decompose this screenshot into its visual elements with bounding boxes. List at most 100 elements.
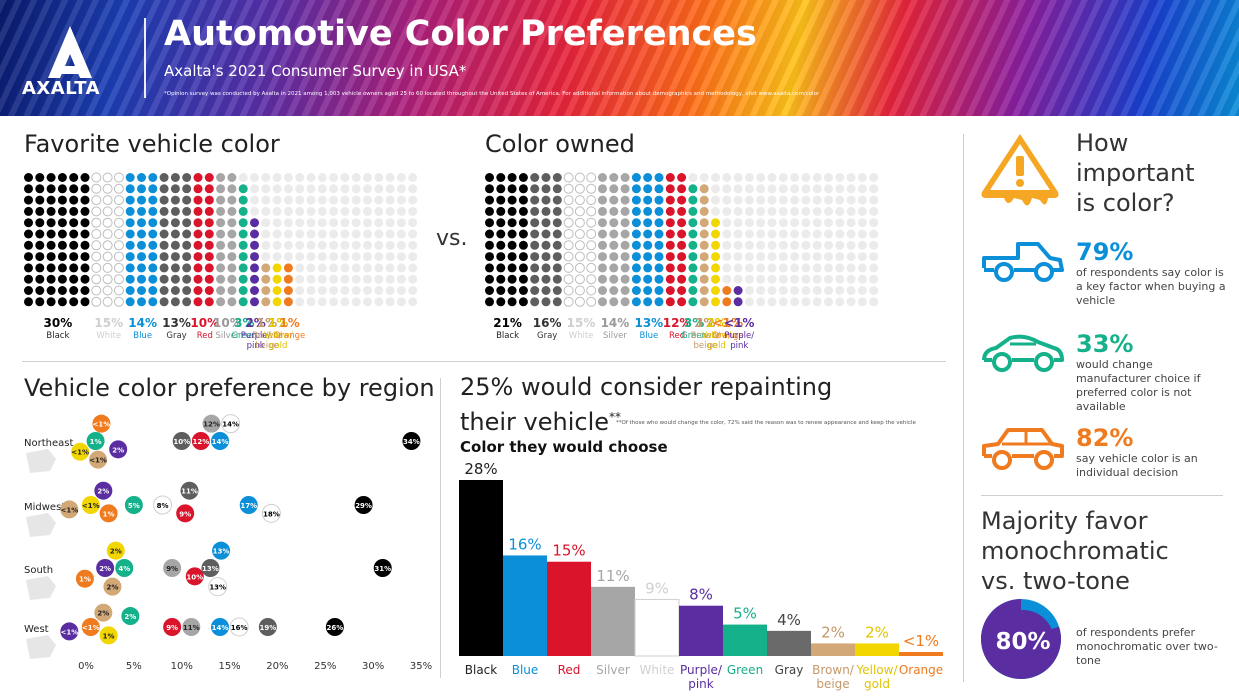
- favorite-dot: [216, 297, 226, 307]
- region-marker: [153, 495, 173, 515]
- owned-dot: [744, 297, 754, 307]
- favorite-dot: [306, 286, 316, 295]
- owned-dot: [778, 240, 788, 250]
- favorite-dot: [261, 218, 271, 228]
- favorite-dot: [137, 195, 146, 205]
- owned-dot: [699, 274, 709, 284]
- favorite-dot: [396, 218, 406, 228]
- favorite-dot: [261, 184, 271, 194]
- favorite-dot: [102, 285, 113, 296]
- repaint-bar-category: Yellow/: [856, 663, 899, 677]
- owned-dot: [620, 240, 630, 250]
- owned-dot: [654, 240, 664, 250]
- favorite-dot: [46, 297, 56, 307]
- favorite-dot: [317, 229, 327, 239]
- favorite-dot: [317, 252, 327, 262]
- owned-dot: [586, 183, 597, 194]
- monochrome-title-line1: Majority favor: [981, 507, 1148, 535]
- favorite-dot: [80, 184, 90, 194]
- favorite-dot: [374, 195, 384, 205]
- owned-dot: [722, 218, 732, 228]
- favorite-dot: [113, 262, 124, 273]
- region-marker-label: 19%: [259, 624, 276, 632]
- importance-title-line2: important: [1076, 159, 1195, 187]
- favorite-dot: [159, 173, 169, 182]
- region-marker: [163, 618, 182, 636]
- owned-dot: [654, 195, 664, 205]
- favorite-dot: [204, 240, 214, 250]
- owned-dot: [824, 229, 833, 239]
- region-name: South: [24, 565, 53, 576]
- favorite-dot: [317, 195, 327, 205]
- favorite-dot: [46, 218, 56, 228]
- favorite-dot: [408, 274, 418, 284]
- owned-dot: [869, 184, 879, 194]
- owned-dot: [496, 240, 506, 250]
- favorite-dot: [250, 229, 259, 239]
- region-axis-tick: 10%: [171, 661, 193, 672]
- owned-dot: [598, 206, 607, 216]
- favorite-dot: [170, 263, 180, 273]
- favorite-dot: [385, 206, 395, 216]
- favorite-dot: [69, 229, 79, 239]
- favorite-dot: [91, 172, 102, 183]
- owned-dot: [586, 296, 597, 307]
- favorite-dot: [408, 195, 418, 205]
- owned-dot: [496, 286, 506, 295]
- owned-dot: [824, 206, 833, 216]
- owned-dot: [778, 173, 788, 182]
- owned-dot: [598, 240, 607, 250]
- repaint-bar: [723, 624, 767, 656]
- favorite-dot: [113, 296, 124, 307]
- stat-33: 33% would change manufacturer choice if …: [1076, 330, 1226, 414]
- favorite-dot: [227, 263, 237, 273]
- favorite-dot: [159, 252, 169, 262]
- favorite-dot: [24, 229, 33, 239]
- favorite-dot: [91, 251, 102, 262]
- favorite-dot: [24, 263, 33, 273]
- owned-dot: [857, 263, 867, 273]
- owned-dot: [563, 229, 574, 239]
- favorite-dot: [250, 218, 259, 228]
- favorite-dot: [261, 206, 271, 216]
- favorite-dot: [250, 240, 259, 250]
- favorite-dot: [69, 274, 79, 284]
- region-marker-label: <1%: [93, 421, 111, 429]
- owned-dot: [812, 274, 822, 284]
- favorite-dot: [113, 229, 124, 239]
- owned-dot: [756, 297, 766, 307]
- favorite-dot: [396, 229, 406, 239]
- favorite-pct-label: 15%: [94, 316, 123, 330]
- favorite-dot: [317, 286, 327, 295]
- owned-dot: [574, 172, 585, 183]
- region-marker: [60, 500, 79, 519]
- owned-dot: [563, 240, 574, 251]
- favorite-dot: [204, 184, 214, 194]
- favorite-dot: [80, 229, 90, 239]
- region-marker: [176, 504, 195, 523]
- region-marker-label: 4%: [118, 565, 130, 573]
- region-marker: [99, 504, 118, 523]
- favorite-color-name: beige: [255, 341, 279, 351]
- monochrome-title-line2: monochromatic: [981, 537, 1169, 565]
- owned-dot: [609, 286, 619, 295]
- favorite-dot: [57, 184, 67, 194]
- favorite-dot: [46, 184, 56, 194]
- favorite-dot: [272, 173, 282, 182]
- owned-dot: [620, 173, 630, 182]
- owned-dot: [609, 206, 619, 216]
- favorite-dot: [317, 206, 327, 216]
- favorite-dot: [408, 218, 418, 228]
- owned-dot: [631, 286, 641, 295]
- favorite-dot: [374, 240, 384, 250]
- owned-dot: [563, 274, 574, 285]
- favorite-dot: [170, 252, 180, 262]
- owned-dot: [665, 218, 675, 228]
- region-marker: [258, 618, 277, 636]
- owned-dot: [541, 297, 551, 307]
- favorite-dot: [329, 206, 339, 216]
- favorite-dot: [261, 286, 271, 295]
- favorite-dot: [351, 173, 361, 182]
- owned-dot: [643, 263, 653, 273]
- favorite-color-name: Orange: [274, 331, 305, 341]
